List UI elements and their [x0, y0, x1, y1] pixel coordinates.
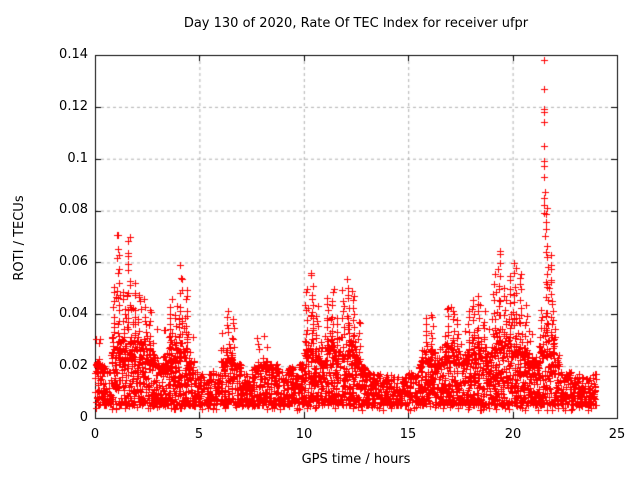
y-tick-label: 0.08	[59, 202, 88, 217]
y-tick-label: 0.14	[59, 47, 88, 62]
x-tick-label: 20	[504, 427, 522, 442]
y-tick-label: 0.06	[59, 254, 88, 269]
chart-title: Day 130 of 2020, Rate Of TEC Index for r…	[183, 16, 529, 31]
x-tick-label: 5	[194, 427, 204, 442]
y-tick-label: 0.04	[59, 306, 88, 321]
x-tick-label: 25	[608, 427, 626, 442]
x-tick-label: 10	[295, 427, 313, 442]
x-tick-label: 15	[399, 427, 417, 442]
y-axis-label: ROTI / TECUs	[12, 195, 27, 281]
x-axis-label: GPS time / hours	[301, 452, 411, 467]
x-tick-label: 0	[90, 427, 100, 442]
y-tick-label: 0	[79, 410, 88, 425]
y-tick-label: 0.1	[67, 151, 88, 166]
y-tick-label: 0.12	[59, 99, 88, 114]
y-tick-label: 0.02	[59, 358, 88, 373]
